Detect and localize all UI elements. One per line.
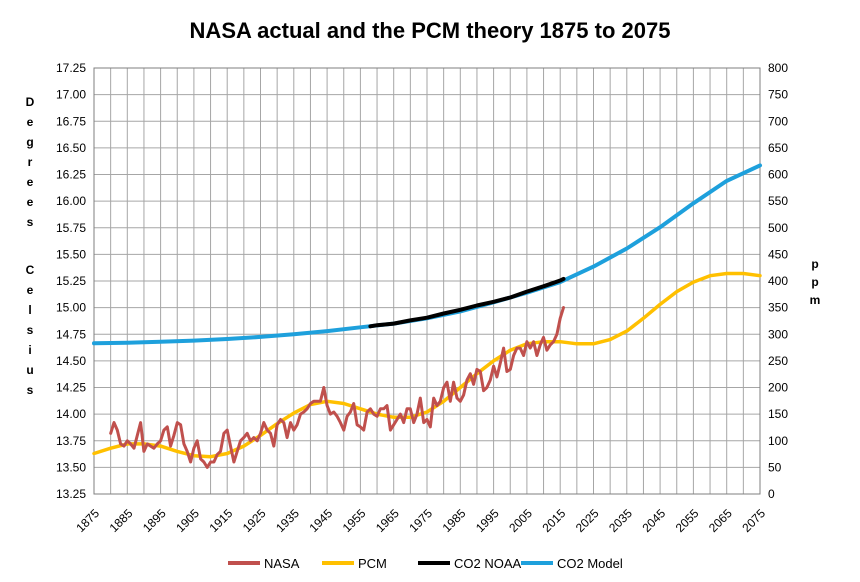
right-axis-ticks: 0 50 100 150 200 250 300 350 400 450 500 550 600 650 7… — [768, 61, 788, 501]
x-tick-label: 1985 — [440, 506, 469, 535]
x-tick-label: 1945 — [306, 506, 335, 535]
plot-area-border — [93, 67, 761, 495]
y-tick-label: 16.50 — [56, 141, 86, 155]
y2-tick-label: 300 — [768, 327, 788, 341]
y-tick-label: 16.25 — [56, 168, 86, 182]
y-tick-label: 15.75 — [56, 221, 86, 235]
y-tick-label: 16.00 — [56, 194, 86, 208]
y2-tick-label: 200 — [768, 381, 788, 395]
y2-tick-label: 700 — [768, 114, 788, 128]
y2-tick-label: 800 — [768, 61, 788, 75]
x-tick-label: 1905 — [173, 506, 202, 535]
y2-tick-label: 0 — [768, 487, 775, 501]
legend: NASA PCM CO2 NOAA CO2 Model — [228, 556, 623, 571]
legend-label-nasa: NASA — [264, 556, 300, 571]
y-tick-label: 13.50 — [56, 460, 86, 474]
x-tick-label: 2065 — [706, 506, 735, 535]
y-tick-label: 14.75 — [56, 327, 86, 341]
y-tick-label: 15.50 — [56, 247, 86, 261]
x-tick-label: 1925 — [240, 506, 269, 535]
gridlines — [93, 67, 761, 495]
x-tick-label: 2075 — [739, 506, 768, 535]
legend-label-co2-model: CO2 Model — [557, 556, 623, 571]
x-tick-label: 1955 — [340, 506, 369, 535]
y-tick-label: 13.75 — [56, 434, 86, 448]
y2-tick-label: 650 — [768, 141, 788, 155]
x-tick-label: 1975 — [406, 506, 435, 535]
x-tick-label: 2015 — [540, 506, 569, 535]
x-tick-label: 2025 — [573, 506, 602, 535]
x-tick-label: 2055 — [673, 506, 702, 535]
series-lines — [92, 163, 762, 469]
y-tick-label: 17.00 — [56, 88, 86, 102]
y2-tick-label: 150 — [768, 407, 788, 421]
chart-title: NASA actual and the PCM theory 1875 to 2… — [189, 18, 671, 43]
legend-label-pcm: PCM — [358, 556, 387, 571]
series-line-nasa — [109, 306, 565, 469]
y-tick-label: 14.25 — [56, 381, 86, 395]
y2-tick-label: 600 — [768, 168, 788, 182]
y2-tick-label: 100 — [768, 434, 788, 448]
left-axis-ticks: 13.25 13.50 13.75 14.00 14.25 14.50 14.75 15.00… — [56, 61, 86, 501]
x-axis-ticks: 1875 1885 1895 1905 1915 1925 1935 1945 1955 1965… — [73, 506, 768, 535]
y-tick-label: 17.25 — [56, 61, 86, 75]
y-tick-label: 15.25 — [56, 274, 86, 288]
y-tick-label: 14.50 — [56, 354, 86, 368]
x-tick-label: 1995 — [473, 506, 502, 535]
y2-tick-label: 500 — [768, 221, 788, 235]
y-tick-label: 13.25 — [56, 487, 86, 501]
x-tick-label: 1965 — [373, 506, 402, 535]
y2-tick-label: 400 — [768, 274, 788, 288]
series-line-co2-noaa — [368, 276, 566, 329]
x-tick-label: 1895 — [140, 506, 169, 535]
y-tick-label: 15.00 — [56, 301, 86, 315]
x-tick-label: 1935 — [273, 506, 302, 535]
series-line-pcm — [92, 271, 762, 459]
x-tick-label: 1875 — [73, 506, 102, 535]
y2-tick-label: 750 — [768, 88, 788, 102]
y2-tick-label: 450 — [768, 247, 788, 261]
x-tick-label: 1885 — [107, 506, 136, 535]
x-tick-label: 2035 — [606, 506, 635, 535]
y2-tick-label: 550 — [768, 194, 788, 208]
x-tick-label: 2005 — [506, 506, 535, 535]
legend-label-co2-noaa: CO2 NOAA — [454, 556, 522, 571]
y-tick-label: 14.00 — [56, 407, 86, 421]
x-tick-label: 2045 — [639, 506, 668, 535]
y2-tick-label: 250 — [768, 354, 788, 368]
x-tick-label: 1915 — [207, 506, 236, 535]
y2-tick-label: 50 — [768, 460, 782, 474]
y2-tick-label: 350 — [768, 301, 788, 315]
y-tick-label: 16.75 — [56, 114, 86, 128]
